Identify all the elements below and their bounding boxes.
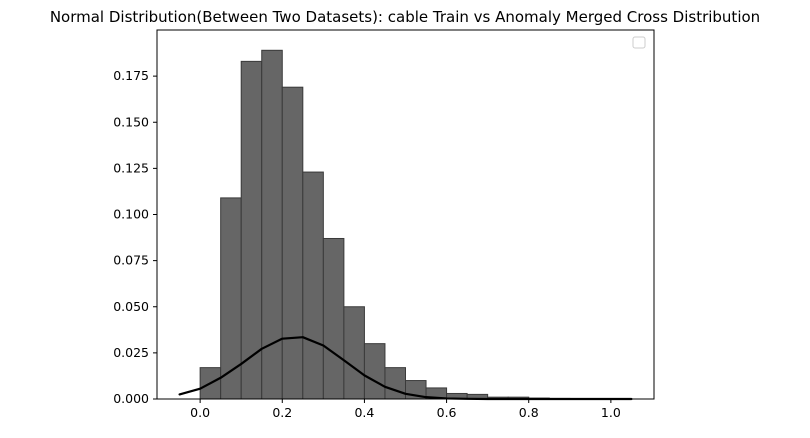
plot-layer (180, 50, 632, 399)
x-tick-label: 0.4 (354, 405, 374, 420)
y-tick-label: 0.075 (113, 253, 149, 268)
y-tick-label: 0.125 (113, 160, 149, 175)
x-tick-label: 0.0 (190, 405, 210, 420)
y-tick-label: 0.000 (113, 391, 149, 406)
histogram-bar (221, 198, 242, 399)
x-tick-label: 0.8 (519, 405, 539, 420)
histogram-bar (303, 172, 324, 399)
x-tick-label: 0.2 (272, 405, 292, 420)
y-tick-label: 0.150 (113, 114, 149, 129)
histogram-bar (323, 238, 344, 399)
histogram-bar (344, 307, 365, 399)
y-tick-label: 0.025 (113, 345, 149, 360)
chart-title: Normal Distribution(Between Two Datasets… (50, 8, 760, 26)
histogram-bar (364, 344, 385, 399)
histogram-bar (241, 61, 262, 399)
legend-box (633, 37, 645, 48)
y-tick-label: 0.050 (113, 299, 149, 314)
histogram-bar (385, 368, 406, 399)
x-tick-label: 1.0 (601, 405, 621, 420)
x-tick-label: 0.6 (437, 405, 457, 420)
y-tick-label: 0.175 (113, 68, 149, 83)
histogram-bar (282, 87, 303, 399)
y-tick-label: 0.100 (113, 207, 149, 222)
